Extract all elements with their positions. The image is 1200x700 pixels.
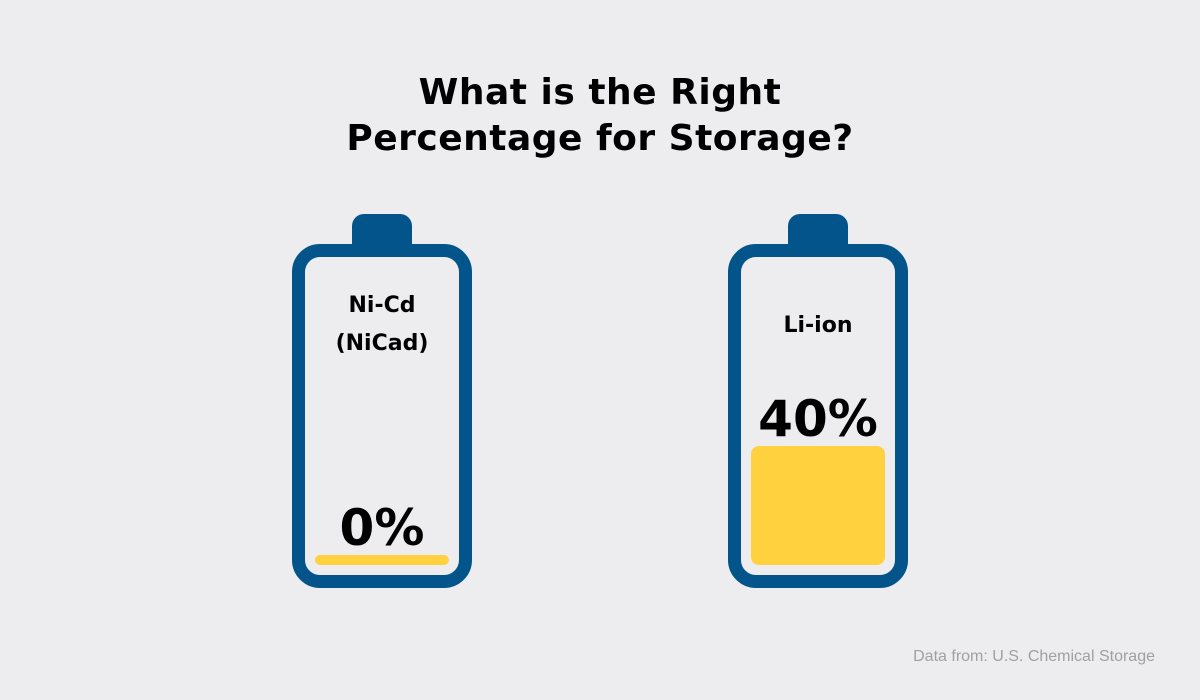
label-line: (NiCad) bbox=[335, 331, 429, 356]
title-line-1: What is the Right bbox=[418, 72, 782, 113]
battery-fill-bar bbox=[315, 555, 449, 565]
value-label: 40% bbox=[758, 389, 878, 448]
battery-fill-bar bbox=[751, 445, 885, 565]
chart-title: What is the Right Percentage for Storage… bbox=[0, 70, 1200, 162]
battery-body: 40% Li-ion bbox=[728, 244, 908, 588]
battery-nicd: 0% Ni-Cd (NiCad) bbox=[292, 214, 472, 588]
category-label: Ni-Cd (NiCad) bbox=[305, 287, 459, 363]
battery-liion: 40% Li-ion bbox=[728, 214, 908, 588]
source-note: Data from: U.S. Chemical Storage bbox=[913, 648, 1155, 665]
value-label: 0% bbox=[339, 499, 425, 557]
label-line: Li-ion bbox=[783, 313, 853, 338]
battery-body: 0% Ni-Cd (NiCad) bbox=[292, 244, 472, 588]
label-line: Ni-Cd bbox=[348, 293, 416, 318]
title-line-2: Percentage for Storage? bbox=[346, 118, 854, 159]
category-label: Li-ion bbox=[741, 307, 895, 345]
